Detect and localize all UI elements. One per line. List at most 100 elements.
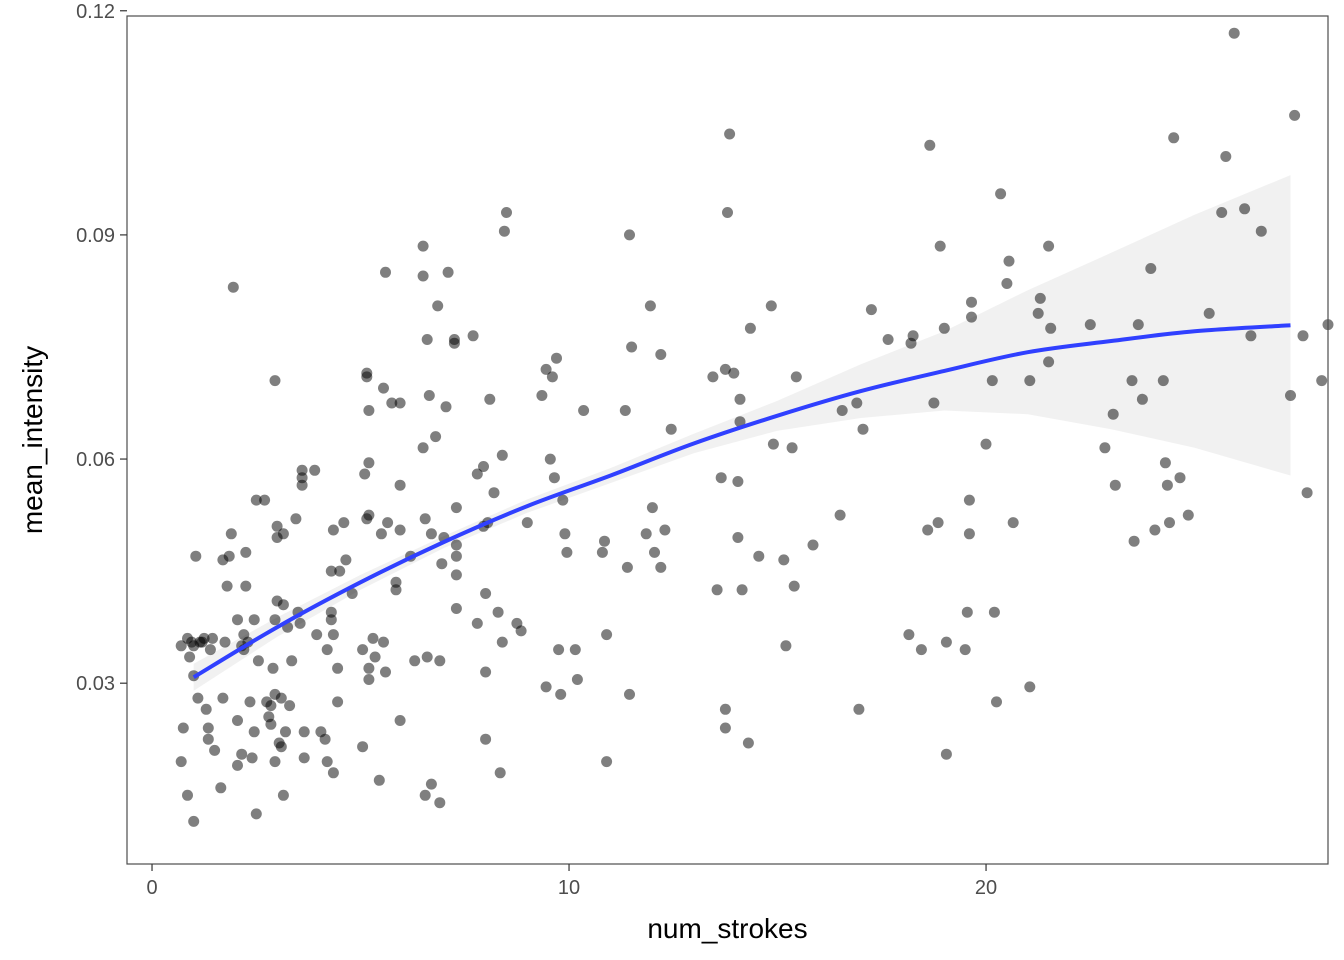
data-point	[540, 363, 552, 375]
data-point	[553, 644, 565, 656]
data-point	[991, 696, 1002, 708]
data-point	[932, 517, 944, 529]
data-point	[240, 546, 252, 558]
data-point	[665, 423, 677, 435]
data-point	[369, 651, 381, 663]
data-point	[394, 479, 406, 491]
data-point	[496, 636, 508, 648]
data-point	[248, 726, 260, 738]
data-point	[440, 401, 452, 413]
data-point	[778, 554, 790, 566]
data-point	[732, 476, 744, 487]
data-point	[788, 580, 800, 592]
data-point	[334, 565, 346, 577]
data-point	[1168, 132, 1180, 144]
data-point	[624, 229, 635, 241]
data-point	[1239, 203, 1251, 215]
data-point	[540, 681, 552, 693]
data-point	[922, 524, 934, 536]
data-point	[298, 752, 310, 764]
data-point	[419, 789, 431, 801]
data-point	[182, 789, 193, 801]
data-point	[417, 442, 429, 454]
data-point	[275, 692, 287, 704]
data-point	[1045, 322, 1057, 334]
data-point	[232, 614, 243, 626]
data-point	[1297, 330, 1309, 342]
data-point	[252, 655, 264, 667]
data-point	[722, 207, 733, 218]
data-point	[394, 715, 406, 726]
data-point	[765, 300, 777, 312]
data-point	[346, 588, 358, 599]
data-point	[1182, 509, 1194, 521]
data-point	[394, 397, 406, 409]
data-point	[271, 520, 283, 532]
data-point	[471, 468, 483, 480]
data-point	[1043, 356, 1055, 368]
data-point	[780, 640, 792, 652]
data-point	[988, 606, 1000, 618]
data-point	[277, 528, 289, 540]
data-point	[1107, 408, 1119, 420]
data-point	[719, 722, 731, 734]
data-point	[1024, 681, 1036, 693]
data-point	[202, 722, 214, 734]
data-point	[1161, 479, 1173, 491]
data-point	[432, 300, 444, 312]
data-point	[928, 397, 940, 409]
data-point	[1145, 263, 1157, 274]
data-point	[744, 322, 756, 334]
data-point	[753, 550, 765, 562]
data-point	[578, 405, 590, 416]
data-point	[338, 517, 350, 529]
data-point	[995, 188, 1007, 200]
data-point	[1220, 151, 1232, 162]
data-point	[1174, 472, 1186, 484]
data-point	[430, 431, 442, 443]
data-point	[644, 300, 656, 312]
data-point	[386, 397, 398, 409]
data-point	[236, 748, 248, 760]
data-point	[551, 352, 562, 364]
data-point	[436, 558, 448, 570]
data-point	[450, 502, 462, 514]
data-point	[851, 397, 863, 409]
data-point	[357, 644, 369, 656]
data-point	[488, 487, 500, 499]
data-point	[1164, 517, 1175, 529]
data-point	[450, 539, 462, 551]
data-point	[204, 644, 216, 656]
data-point	[269, 375, 281, 387]
data-point	[707, 371, 719, 383]
data-point	[966, 311, 977, 323]
data-point	[244, 696, 256, 708]
data-point	[1245, 330, 1257, 342]
data-point	[175, 756, 187, 768]
x-axis: 0 10 20	[146, 864, 997, 899]
data-point	[559, 528, 571, 540]
data-point	[321, 644, 333, 656]
data-point	[277, 789, 289, 801]
data-point	[375, 528, 387, 540]
data-point	[621, 561, 633, 573]
data-point	[734, 393, 746, 405]
data-point	[340, 554, 352, 566]
data-point	[624, 688, 635, 700]
data-point	[409, 655, 421, 667]
data-point	[1228, 27, 1240, 39]
data-point	[596, 546, 608, 558]
x-tick-label: 10	[558, 877, 580, 899]
data-point	[1128, 535, 1140, 547]
data-point	[319, 733, 331, 745]
data-point	[1216, 207, 1228, 218]
data-point	[601, 629, 613, 641]
data-point	[1034, 292, 1046, 304]
data-point	[480, 733, 492, 745]
data-point	[286, 655, 298, 667]
data-point	[715, 472, 727, 484]
data-point	[646, 502, 658, 514]
data-point	[363, 457, 375, 469]
data-point	[423, 390, 435, 401]
y-axis-title: mean_intensity	[17, 346, 48, 534]
